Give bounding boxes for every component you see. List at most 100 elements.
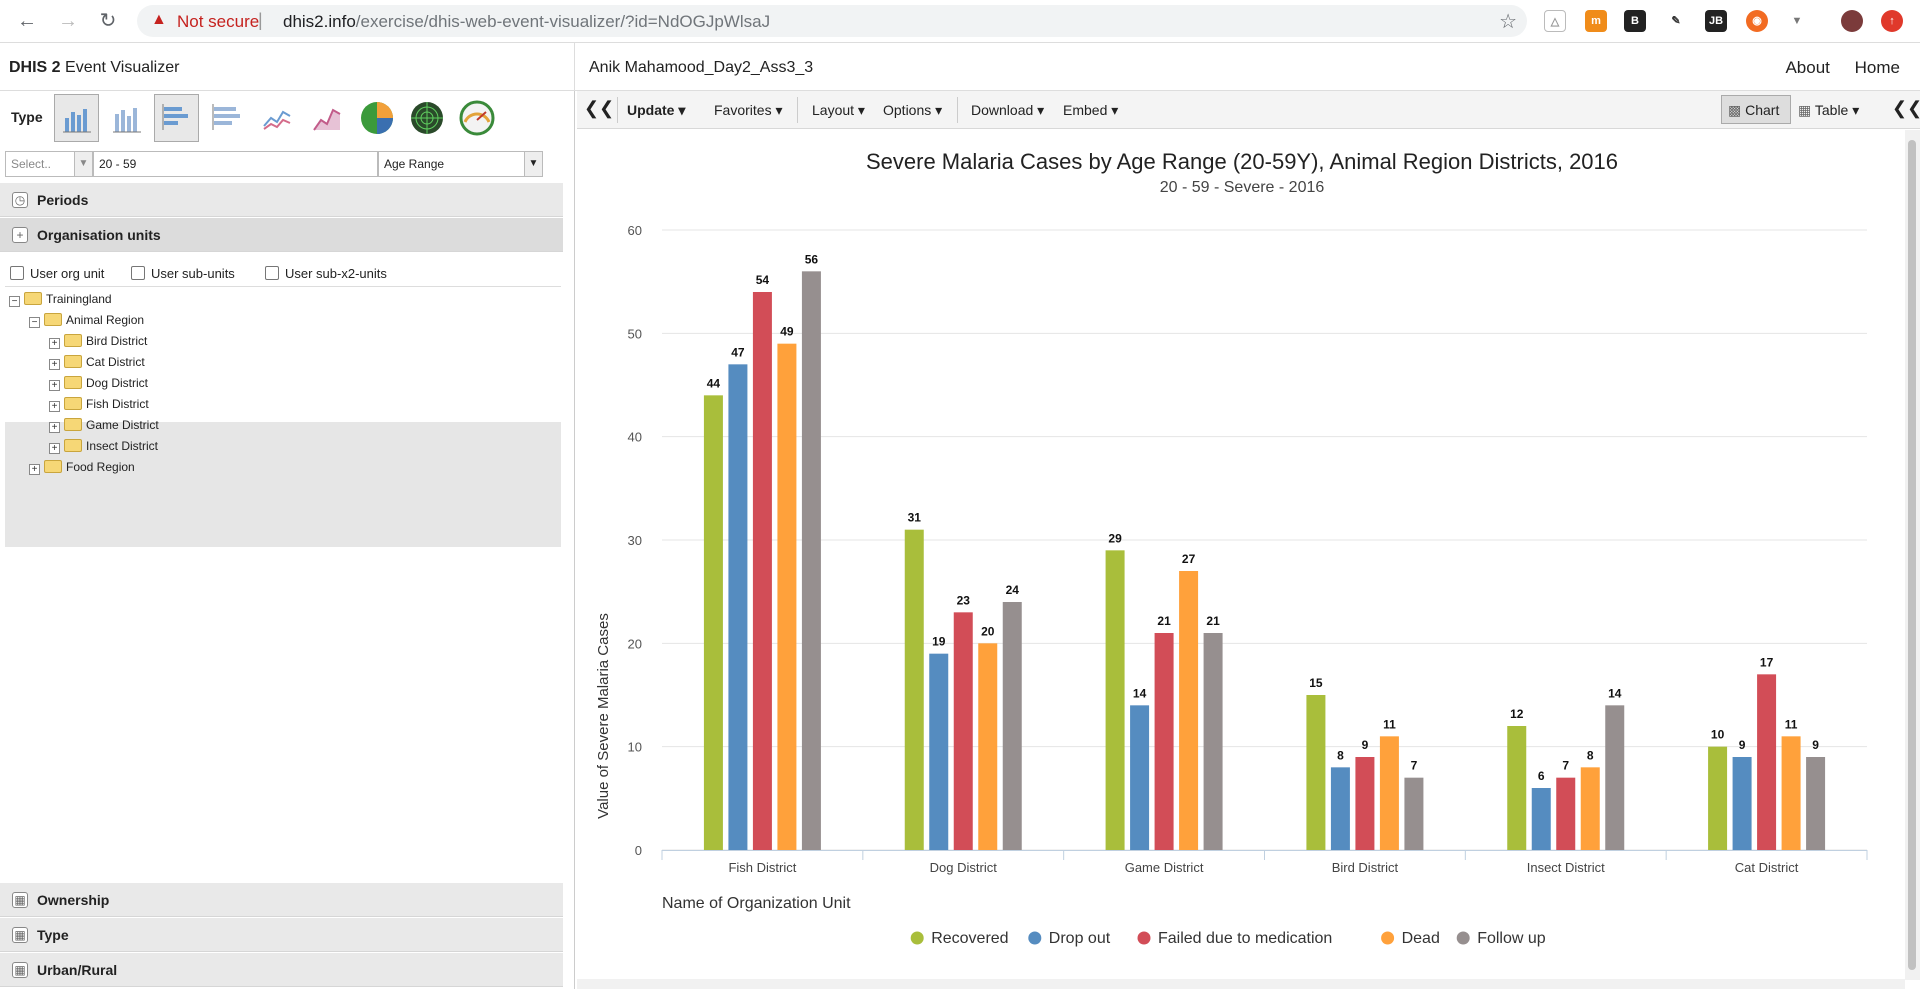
tree-item-fish-district[interactable]: + Fish District <box>49 394 149 415</box>
tree-item-cat-district[interactable]: + Cat District <box>49 352 145 373</box>
tree-item-bird-district[interactable]: + Bird District <box>49 331 147 352</box>
orange-extension-icon[interactable]: ◉ <box>1746 10 1768 32</box>
expand-icon[interactable]: + <box>49 401 60 412</box>
bar[interactable] <box>1306 695 1326 850</box>
expand-icon[interactable]: + <box>49 443 60 454</box>
bar[interactable] <box>1757 674 1777 850</box>
ownership-section-header[interactable]: ▦ Ownership <box>0 883 563 917</box>
bar[interactable] <box>1002 602 1022 850</box>
home-link[interactable]: Home <box>1854 58 1900 77</box>
gauge-chart-type-button[interactable] <box>454 94 499 142</box>
moodle-extension-icon[interactable]: m <box>1585 10 1607 32</box>
b-extension-icon[interactable]: B <box>1624 10 1646 32</box>
bar[interactable] <box>1605 705 1625 850</box>
back-icon[interactable]: ← <box>17 10 37 32</box>
type-section-header[interactable]: ▦ Type <box>0 918 563 952</box>
bar[interactable] <box>728 364 748 850</box>
legend-marker[interactable] <box>1137 931 1151 945</box>
stacked-column-type-button[interactable] <box>104 94 149 142</box>
bar[interactable] <box>1708 746 1728 850</box>
tree-item-animal-region[interactable]: − Animal Region <box>29 310 144 331</box>
collapse-right-icon[interactable]: ❮❮ <box>1892 98 1920 118</box>
eyedropper-extension-icon[interactable]: ✎ <box>1665 10 1687 32</box>
pie-chart-type-button[interactable] <box>354 94 399 142</box>
download-menu[interactable]: Download ▾ <box>971 102 1045 118</box>
vertical-scrollbar[interactable] <box>1905 130 1920 980</box>
legend-label[interactable]: Failed due to medication <box>1158 930 1332 947</box>
bar[interactable] <box>1355 757 1375 850</box>
tree-item-dog-district[interactable]: + Dog District <box>49 373 148 394</box>
bar[interactable] <box>1105 550 1125 850</box>
bar[interactable] <box>1154 633 1174 850</box>
bar[interactable] <box>1330 767 1350 850</box>
user-sub-units-checkbox[interactable]: User sub-units <box>131 266 235 281</box>
update-button[interactable]: Update ▾ <box>627 102 686 118</box>
org-units-section-header[interactable]: + Organisation units <box>0 218 563 252</box>
collapse-left-panel-icon[interactable]: ❮❮ <box>584 98 615 118</box>
bar[interactable] <box>1507 726 1527 850</box>
forward-icon[interactable]: → <box>58 10 78 32</box>
bookmark-star-icon[interactable]: ☆ <box>1499 11 1517 33</box>
radar-chart-type-button[interactable] <box>404 94 449 142</box>
bar[interactable] <box>929 653 949 850</box>
update-icon[interactable]: ↑ <box>1881 10 1903 32</box>
about-link[interactable]: About <box>1785 58 1830 77</box>
vue-extension-icon[interactable]: ▼ <box>1786 10 1808 32</box>
area-chart-type-button[interactable] <box>304 94 349 142</box>
filter-operator-select[interactable]: Select.. ▼ <box>5 151 93 177</box>
expand-icon[interactable]: + <box>29 464 40 475</box>
table-view-button[interactable]: ▦ Table ▾ <box>1798 102 1860 118</box>
column-chart-type-button[interactable] <box>54 94 99 142</box>
scrollbar-thumb[interactable] <box>1908 140 1916 970</box>
reload-icon[interactable]: ↻ <box>99 10 117 32</box>
bar[interactable] <box>801 271 821 850</box>
favorites-menu[interactable]: Favorites ▾ <box>714 102 783 118</box>
bar[interactable] <box>752 292 772 850</box>
chart-view-button[interactable] <box>1721 95 1791 124</box>
expand-icon[interactable]: + <box>49 359 60 370</box>
expand-icon[interactable]: + <box>49 338 60 349</box>
address-bar[interactable]: ▲ Not secure | dhis2.info/exercise/dhis-… <box>137 5 1527 37</box>
bar[interactable] <box>1806 757 1826 850</box>
horizontal-scrollbar[interactable] <box>577 979 1905 989</box>
tree-item-trainingland[interactable]: − Trainingland <box>9 289 112 310</box>
dimension-select[interactable]: Age Range ▼ <box>378 151 543 177</box>
layout-menu[interactable]: Layout ▾ <box>812 102 865 118</box>
bar[interactable] <box>1203 633 1223 850</box>
bar[interactable] <box>777 343 797 850</box>
bar[interactable] <box>953 612 973 850</box>
tree-item-insect-district[interactable]: + Insect District <box>49 436 158 457</box>
bar[interactable] <box>1781 736 1801 850</box>
bar[interactable] <box>1179 571 1199 850</box>
collapse-icon[interactable]: − <box>29 317 40 328</box>
bar[interactable] <box>1580 767 1600 850</box>
legend-marker[interactable] <box>1456 931 1470 945</box>
bar[interactable] <box>1404 777 1424 850</box>
tree-item-game-district[interactable]: + Game District <box>49 415 159 436</box>
stacked-bar-type-button[interactable] <box>204 94 249 142</box>
urban-rural-section-header[interactable]: ▦ Urban/Rural <box>0 953 563 987</box>
legend-label[interactable]: Recovered <box>931 930 1008 947</box>
periods-section-header[interactable]: ◷ Periods <box>0 183 563 217</box>
bar[interactable] <box>703 395 723 850</box>
bar-chart-type-button[interactable] <box>154 94 199 142</box>
bar[interactable] <box>1130 705 1150 850</box>
bar[interactable] <box>1531 788 1551 850</box>
legend-marker[interactable] <box>1028 931 1042 945</box>
filter-value-input[interactable]: 20 - 59 <box>93 151 378 177</box>
bar[interactable] <box>904 529 924 850</box>
collapse-icon[interactable]: − <box>9 296 20 307</box>
user-org-unit-checkbox[interactable]: User org unit <box>10 266 104 281</box>
not-secure-label[interactable]: Not secure <box>177 12 260 31</box>
jb-extension-icon[interactable]: JB <box>1705 10 1727 32</box>
embed-menu[interactable]: Embed ▾ <box>1063 102 1119 118</box>
bar[interactable] <box>1556 777 1576 850</box>
bar[interactable] <box>1379 736 1399 850</box>
legend-marker[interactable] <box>910 931 924 945</box>
legend-label[interactable]: Dead <box>1402 930 1440 947</box>
legend-label[interactable]: Follow up <box>1477 930 1546 947</box>
shield-extension-icon[interactable]: △ <box>1544 10 1566 32</box>
bar[interactable] <box>1732 757 1752 850</box>
options-menu[interactable]: Options ▾ <box>883 102 943 118</box>
tree-item-food-region[interactable]: + Food Region <box>29 457 135 478</box>
